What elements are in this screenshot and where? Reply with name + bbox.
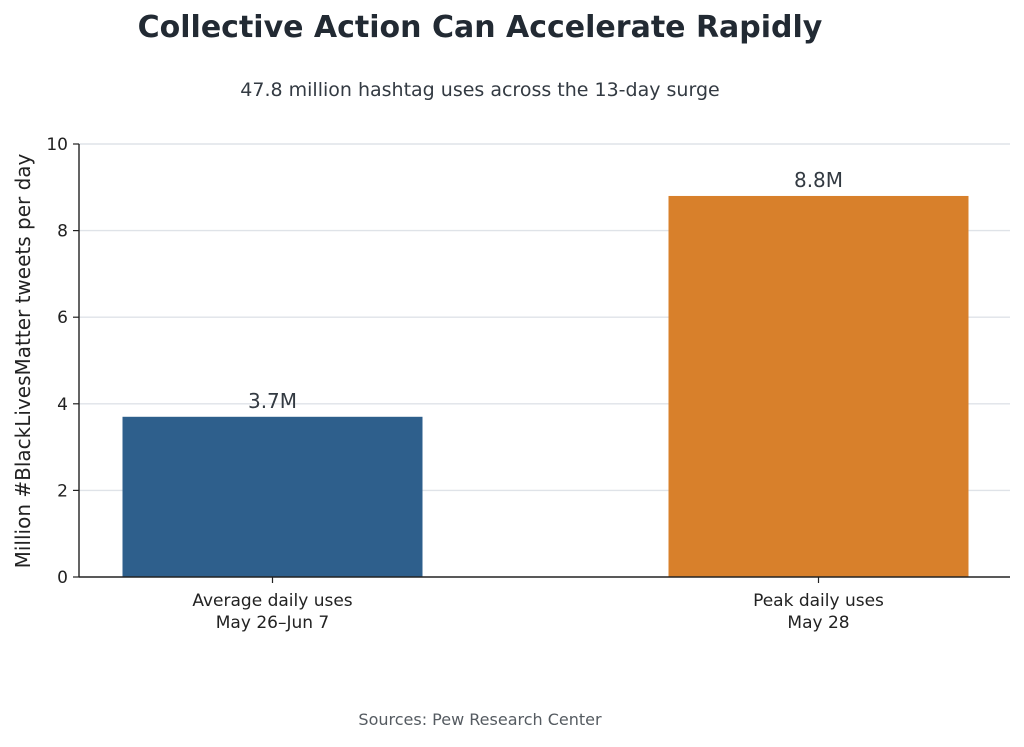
chart-title: Collective Action Can Accelerate Rapidly <box>138 10 823 45</box>
y-tick-label: 2 <box>57 481 68 501</box>
x-tick-label: May 28 <box>787 613 849 633</box>
bar <box>668 195 969 577</box>
data-label: 3.7M <box>248 389 297 413</box>
y-tick-label: 4 <box>57 395 68 415</box>
chart-subtitle: 47.8 million hashtag uses across the 13-… <box>240 79 719 101</box>
bar <box>122 416 423 577</box>
data-labels: 3.7M 8.8M <box>248 168 843 413</box>
y-tick-label: 8 <box>57 222 68 242</box>
y-tick-label: 0 <box>57 568 68 588</box>
y-axis-label: Million #BlackLivesMatter tweets per day <box>11 153 35 568</box>
y-tick-label: 6 <box>57 308 68 328</box>
y-tick-label: 10 <box>46 135 68 155</box>
source-note: Sources: Pew Research Center <box>358 710 602 729</box>
bars <box>122 195 969 577</box>
x-tick-label: Average daily uses <box>192 591 352 611</box>
x-tick-label: May 26–Jun 7 <box>216 613 329 633</box>
x-tick-label: Peak daily uses <box>753 591 884 611</box>
data-label: 8.8M <box>794 168 843 192</box>
